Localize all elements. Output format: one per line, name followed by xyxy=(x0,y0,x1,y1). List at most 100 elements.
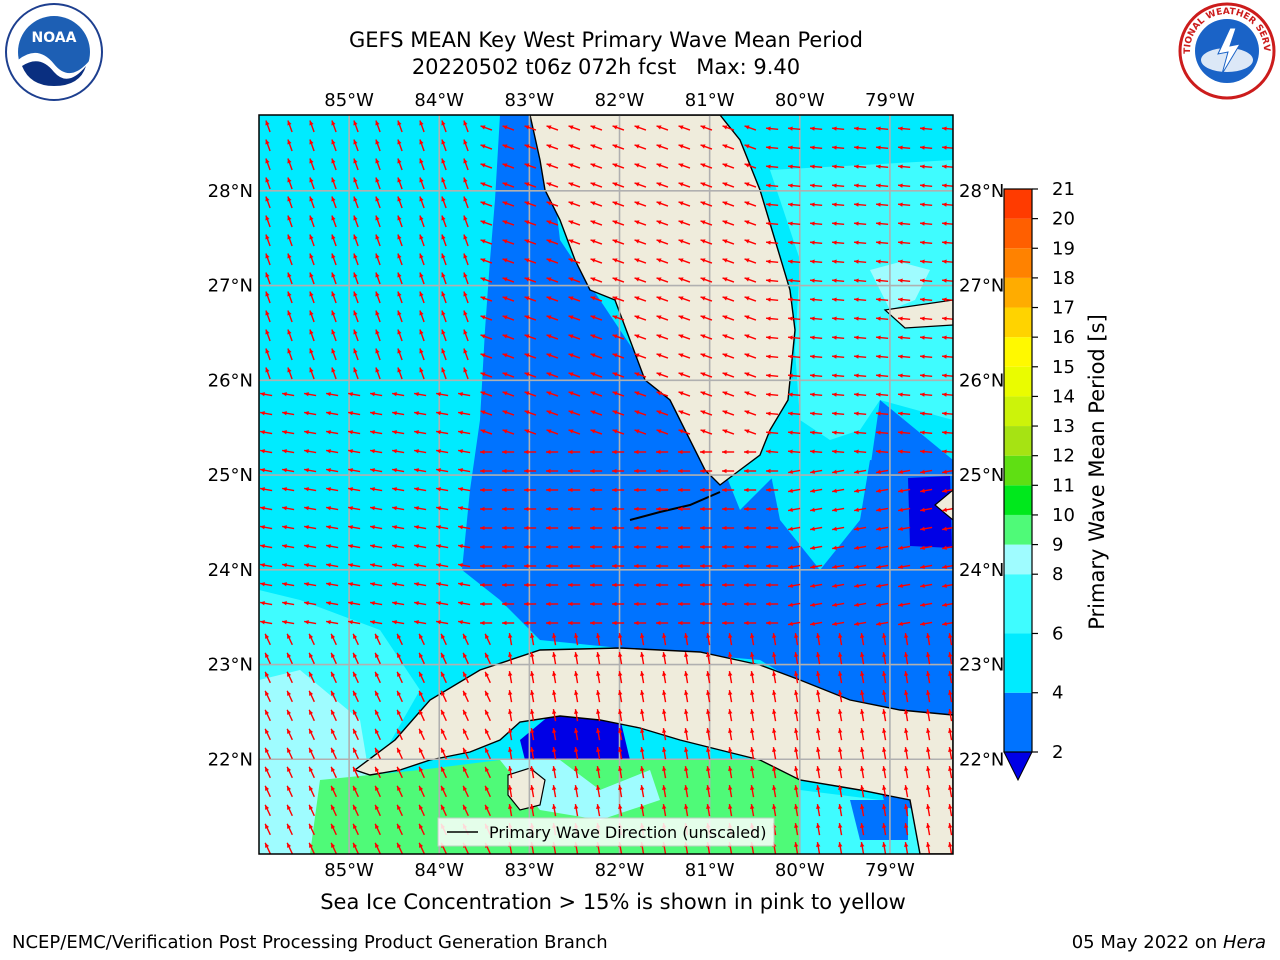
wave-arrow xyxy=(596,709,601,722)
wave-arrow xyxy=(678,258,691,264)
wave-arrow xyxy=(722,125,735,131)
wave-arrow xyxy=(392,487,405,492)
wave-arrow xyxy=(441,272,447,285)
wave-arrow xyxy=(574,633,579,646)
wave-arrow xyxy=(348,411,361,416)
wave-arrow xyxy=(700,144,713,150)
wave-arrow xyxy=(286,842,293,854)
wave-arrow xyxy=(480,506,493,512)
wave-arrow xyxy=(304,487,317,492)
wave-arrow xyxy=(854,469,867,474)
wave-arrow xyxy=(441,310,447,323)
wave-arrow xyxy=(831,221,845,226)
wave-arrow xyxy=(919,449,933,454)
wave-arrow xyxy=(375,348,381,361)
florida-keys xyxy=(629,491,721,521)
wave-arrow xyxy=(897,411,911,416)
wave-arrow xyxy=(546,296,559,302)
wave-arrow xyxy=(853,354,867,359)
wave-arrow xyxy=(920,488,933,493)
colorbar-bin xyxy=(1004,218,1032,249)
wave-arrow xyxy=(590,182,603,188)
wave-arrow xyxy=(370,430,383,435)
wave-arrow xyxy=(948,633,953,646)
wave-arrow xyxy=(331,253,337,266)
wave-arrow xyxy=(397,177,403,190)
wave-arrow xyxy=(480,201,493,207)
wave-arrow xyxy=(920,526,933,531)
wave-arrow xyxy=(640,690,645,703)
wave-arrow xyxy=(744,296,757,302)
wave-arrow xyxy=(392,411,405,416)
wave-arrow xyxy=(809,354,823,359)
wave-arrow xyxy=(662,747,667,760)
wave-arrow xyxy=(419,177,425,190)
wave-arrow xyxy=(502,601,515,607)
wave-arrow xyxy=(524,391,537,397)
wave-arrow xyxy=(700,544,713,550)
wave-arrow xyxy=(942,545,953,550)
wave-arrow xyxy=(634,582,647,588)
wave-arrow xyxy=(414,601,427,606)
wave-arrow xyxy=(286,804,293,817)
wave-arrow xyxy=(634,144,647,150)
wave-arrow xyxy=(612,391,625,397)
wave-arrow xyxy=(326,411,339,416)
wave-arrow xyxy=(860,804,865,817)
wave-arrow xyxy=(568,563,581,569)
wave-arrow xyxy=(919,354,933,359)
wave-arrow xyxy=(524,468,537,474)
wave-arrow xyxy=(441,158,447,171)
wave-arrow xyxy=(926,671,931,684)
wave-arrow xyxy=(875,392,889,397)
wave-arrow xyxy=(788,469,801,474)
wave-arrow xyxy=(853,240,867,245)
wave-arrow xyxy=(353,367,359,380)
wave-arrow xyxy=(634,125,647,131)
wave-arrow xyxy=(480,258,493,264)
wave-arrow xyxy=(920,507,933,512)
wave-arrow xyxy=(374,690,381,703)
wave-arrow xyxy=(816,804,821,817)
wave-arrow xyxy=(875,411,889,416)
wave-arrow xyxy=(568,239,581,245)
wave-arrow xyxy=(722,563,735,569)
wave-arrow xyxy=(568,372,581,378)
wave-arrow xyxy=(458,487,471,492)
wave-arrow xyxy=(656,353,669,359)
wave-arrow xyxy=(590,582,603,588)
lat-label-left: 24°N xyxy=(208,560,253,581)
wave-arrow xyxy=(590,563,603,569)
wave-arrow xyxy=(440,766,447,779)
wave-arrow xyxy=(574,804,579,817)
wave-arrow xyxy=(330,709,337,722)
wave-arrow xyxy=(810,545,823,550)
wave-arrow xyxy=(260,544,273,549)
wave-arrow xyxy=(530,728,535,741)
wave-arrow xyxy=(678,296,691,302)
wave-arrow xyxy=(853,297,867,302)
wave-arrow xyxy=(926,652,931,665)
wave-arrow xyxy=(897,259,911,264)
wave-arrow xyxy=(904,785,909,798)
wave-arrow xyxy=(436,601,449,606)
wave-arrow xyxy=(524,563,537,569)
wave-arrow xyxy=(706,652,711,665)
wave-arrow xyxy=(590,410,603,416)
wave-arrow xyxy=(634,296,647,302)
wave-arrow xyxy=(634,525,647,531)
wave-arrow xyxy=(662,652,667,665)
wave-arrow xyxy=(375,196,381,209)
wave-arrow xyxy=(920,583,933,588)
wave-arrow xyxy=(568,258,581,264)
wave-arrow xyxy=(941,145,953,150)
wave-arrow xyxy=(640,709,645,722)
wave-arrow xyxy=(904,652,909,665)
wave-arrow xyxy=(831,430,845,435)
wave-arrow xyxy=(524,163,537,169)
wave-arrow xyxy=(787,430,801,435)
wave-arrow xyxy=(744,353,757,359)
wave-arrow xyxy=(853,316,867,321)
wave-arrow xyxy=(441,120,447,133)
wave-arrow xyxy=(480,601,493,607)
